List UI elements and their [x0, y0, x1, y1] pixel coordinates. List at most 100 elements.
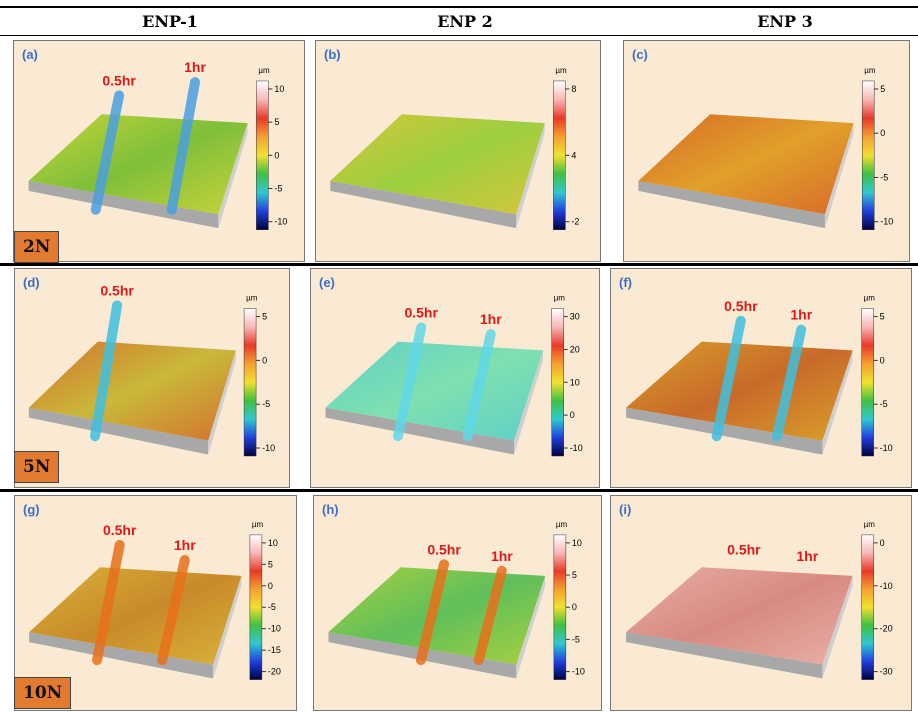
- column-header: ENP-1: [142, 12, 198, 31]
- colorbar: [862, 309, 874, 456]
- unit-label: µm: [246, 294, 258, 303]
- tick-label: -15: [268, 645, 281, 655]
- panel-letter: (a): [22, 47, 38, 62]
- annotation: 0.5hr: [724, 298, 758, 314]
- tick-label: 5: [880, 312, 885, 322]
- surface: [330, 114, 545, 214]
- tick-label: 0: [274, 150, 279, 160]
- tick-label: -20: [268, 667, 281, 677]
- annotation: 1hr: [480, 311, 502, 327]
- unit-label: µm: [556, 520, 568, 529]
- annotation: 1hr: [491, 548, 513, 564]
- tick-label: 10: [268, 538, 278, 548]
- surface: [626, 567, 853, 664]
- tick-label: 0: [880, 128, 885, 138]
- colorbar: [244, 309, 256, 456]
- tick-label: -10: [880, 217, 893, 227]
- figure: ENP-1 ENP 2 ENP 3 (() => { const data = …: [0, 0, 918, 713]
- annotation: 1hr: [796, 548, 818, 564]
- surface: [638, 114, 853, 214]
- tick-label: 0: [570, 410, 575, 420]
- tick-label: 8: [571, 84, 576, 94]
- tick-label: -10: [268, 624, 281, 634]
- tick-label: -5: [262, 399, 270, 409]
- unit-label: µm: [252, 520, 264, 529]
- tick-label: -10: [262, 443, 275, 453]
- row-label: 10N: [14, 677, 71, 709]
- annotation: 0.5hr: [102, 72, 136, 88]
- column-header: ENP 3: [757, 12, 813, 31]
- row-label: 5N: [14, 451, 59, 483]
- tick-label: 5: [274, 117, 279, 127]
- panel-plot: (f) 0.5hr 1hr µm 5 0 -5 -10: [611, 269, 913, 489]
- top-rule: [0, 6, 918, 8]
- tick-label: 10: [572, 538, 582, 548]
- tick-label: -10: [880, 443, 893, 453]
- tick-label: -10: [880, 581, 893, 591]
- unit-label: µm: [555, 66, 567, 75]
- panel-letter: (d): [23, 275, 40, 290]
- panel-letter: (h): [322, 502, 339, 517]
- annotation: 1hr: [184, 59, 206, 75]
- tick-label: 5: [572, 570, 577, 580]
- annotation: 0.5hr: [103, 522, 137, 538]
- tick-label: 20: [570, 344, 580, 354]
- row-rule: [0, 489, 918, 492]
- tick-label: -5: [572, 634, 580, 644]
- tick-label: 30: [570, 312, 580, 322]
- panel: (c)µm50-5-10: [623, 40, 910, 262]
- panel-plot: (e)0.5hr1hrµm3020100-10: [311, 269, 601, 489]
- tick-label: 10: [570, 377, 580, 387]
- surface: [29, 567, 241, 664]
- colorbar: [554, 535, 566, 680]
- panel: (f) 0.5hr 1hr µm 5 0 -5 -10: [610, 268, 912, 488]
- tick-label: -30: [880, 667, 893, 677]
- unit-label: µm: [864, 294, 876, 303]
- annotation: 0.5hr: [100, 282, 134, 298]
- colorbar: [256, 81, 268, 230]
- annotation: 0.5hr: [427, 541, 461, 557]
- unit-label: µm: [258, 66, 270, 75]
- unit-label: µm: [864, 66, 876, 75]
- tick-label: 0: [262, 355, 267, 365]
- surface: [326, 342, 544, 441]
- tick-label: 5: [880, 84, 885, 94]
- tick-label: 10: [274, 84, 284, 94]
- tick-label: -5: [880, 172, 888, 182]
- annotation: 1hr: [790, 307, 812, 323]
- tick-label: 0: [880, 538, 885, 548]
- header-rule: [0, 35, 918, 36]
- panel-letter: (g): [23, 502, 40, 517]
- annotation: 0.5hr: [727, 541, 761, 557]
- colorbar: [552, 309, 564, 456]
- tick-label: 0: [572, 602, 577, 612]
- tick-label: 0: [268, 581, 273, 591]
- tick-label: -5: [880, 399, 888, 409]
- tick-label: 4: [571, 150, 576, 160]
- annotation: 1hr: [174, 537, 196, 553]
- panel: (a) 0.5hr 1hr µm 10 5 0 -5 -10: [13, 40, 305, 262]
- tick-label: 0: [880, 355, 885, 365]
- row-rule: [0, 263, 918, 266]
- colorbar: [862, 535, 874, 680]
- surface: [29, 114, 248, 214]
- tick-label: -5: [274, 184, 282, 194]
- unit-label: µm: [864, 520, 876, 529]
- colorbar: [553, 81, 565, 230]
- panel-letter: (f): [619, 275, 632, 290]
- annotation: 0.5hr: [404, 304, 438, 320]
- tick-label: 5: [268, 559, 273, 569]
- panel-letter: (e): [319, 275, 335, 290]
- panel-plot: (a) 0.5hr 1hr µm 10 5 0 -5 -10: [14, 41, 306, 263]
- surface: [29, 342, 236, 441]
- column-header: ENP 2: [437, 12, 493, 31]
- tick-label: -10: [274, 217, 287, 227]
- panel-plot: (h)0.5hr1hrµm1050-5-10: [314, 496, 603, 712]
